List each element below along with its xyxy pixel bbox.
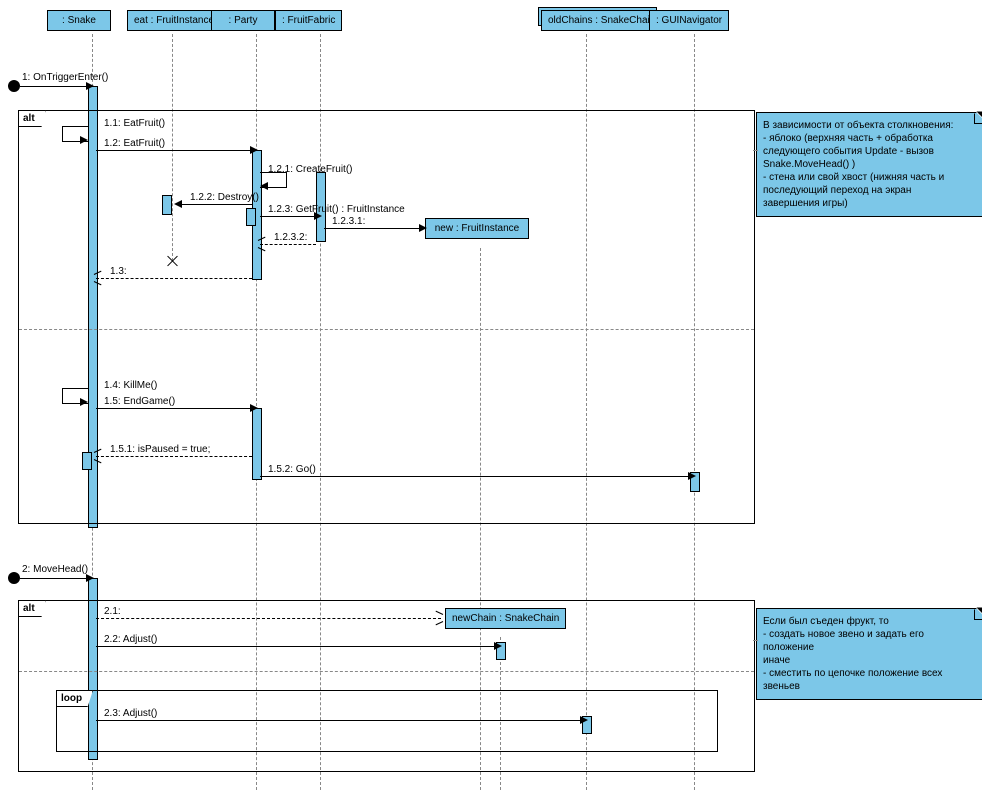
destroy-icon (165, 254, 179, 268)
arrow-icon (94, 452, 102, 460)
message-line (96, 150, 252, 151)
note-line: Snake.MoveHead() ) (763, 158, 977, 171)
participant-newChain: newChain : SnakeChain (445, 608, 566, 629)
note-link (753, 150, 758, 151)
participant-snake: : Snake (47, 10, 111, 31)
frame-loop: loop (56, 690, 718, 752)
participant-label: : FruitFabric (282, 15, 335, 26)
message-label: 1.5.1: isPaused = true; (110, 444, 210, 455)
message-label: 2.3: Adjust() (104, 708, 157, 719)
arrow-icon (94, 274, 102, 282)
arrow-icon (580, 716, 588, 724)
arrow-icon (435, 614, 443, 622)
arrow-icon (250, 404, 258, 412)
note-line: последующий переход на экран (763, 184, 977, 197)
frame-label: alt (18, 110, 46, 127)
frame-label: loop (56, 690, 93, 707)
message-label: 2.2: Adjust() (104, 634, 157, 645)
start-dot (8, 572, 20, 584)
message-label: 1.2.3.2: (274, 232, 307, 243)
message-line (260, 216, 316, 217)
note-line: завершения игры) (763, 197, 977, 210)
sequence-diagram: : Snake eat : FruitInstance : Party : Fruit… (0, 0, 982, 791)
participant-label: oldChains : SnakeChain (548, 15, 655, 26)
message-line (260, 244, 316, 245)
frame-divider (19, 671, 754, 672)
note-line: - сместить по цепочке положение всех зве… (763, 667, 977, 693)
arrow-icon (419, 224, 427, 232)
message-label: 2.1: (104, 606, 121, 617)
message-line (324, 228, 421, 229)
message-label: 1: OnTriggerEnter() (22, 72, 108, 83)
message-line (260, 476, 690, 477)
frame-divider (19, 329, 754, 330)
message-label: 2: MoveHead() (22, 564, 88, 575)
participant-label: eat : FruitInstance (134, 15, 214, 26)
message-line (96, 720, 582, 721)
message-line (176, 204, 252, 205)
message-line (96, 456, 252, 457)
message-line (96, 646, 496, 647)
participant-label: : Party (229, 15, 258, 26)
message-label: 1.2.1: CreateFruit() (268, 164, 352, 175)
frame-label: alt (18, 600, 46, 617)
note-line: - создать новое звено и задать его полож… (763, 628, 977, 654)
participant-gui: : GUINavigator (649, 10, 729, 31)
note-link (753, 640, 758, 641)
frame-alt1: alt (18, 110, 755, 524)
arrow-icon (174, 200, 182, 208)
arrow-icon (688, 472, 696, 480)
participant-label: : GUINavigator (656, 15, 722, 26)
note-line: Если был съеден фрукт, то (763, 615, 977, 628)
participant-party: : Party (211, 10, 275, 31)
participant-newFruit: new : FruitInstance (425, 218, 529, 239)
note: Если был съеден фрукт, то - создать ново… (756, 608, 982, 700)
arrow-icon (494, 642, 502, 650)
note-line: иначе (763, 654, 977, 667)
arrow-icon (250, 146, 258, 154)
message-line (96, 618, 441, 619)
message-line (20, 578, 88, 579)
arrow-icon (86, 82, 94, 90)
message-label: 1.2.3.1: (332, 216, 365, 227)
participant-label: : Snake (62, 15, 96, 26)
note-line: следующего события Update - вызов (763, 145, 977, 158)
participant-oldChains: oldChains : SnakeChain (541, 10, 662, 31)
message-label: 1.4: KillMe() (104, 380, 157, 391)
message-label: 1.5: EndGame() (104, 396, 175, 407)
arrow-icon (258, 240, 266, 248)
start-dot (8, 80, 20, 92)
arrow-icon (80, 398, 88, 406)
message-label: 1.5.2: Go() (268, 464, 316, 475)
message-label: 1.2.2: Destroy() (190, 192, 259, 203)
arrow-icon (80, 136, 88, 144)
note: В зависимости от объекта столкновения: -… (756, 112, 982, 217)
note-line: В зависимости от объекта столкновения: (763, 119, 977, 132)
message-label: 1.3: (110, 266, 127, 277)
message-label: 1.2: EatFruit() (104, 138, 165, 149)
message-line (96, 408, 252, 409)
arrow-icon (86, 574, 94, 582)
message-line (20, 86, 88, 87)
message-label: 1.2.3: GetFruit() : FruitInstance (268, 204, 405, 215)
participant-fabric: : FruitFabric (275, 10, 342, 31)
participant-eat: eat : FruitInstance (127, 10, 221, 31)
message-line (96, 278, 252, 279)
message-label: 1.1: EatFruit() (104, 118, 165, 129)
note-line: - яблоко (верхняя часть + обработка (763, 132, 977, 145)
arrow-icon (260, 182, 268, 190)
note-line: - стена или свой хвост (нижняя часть и (763, 171, 977, 184)
